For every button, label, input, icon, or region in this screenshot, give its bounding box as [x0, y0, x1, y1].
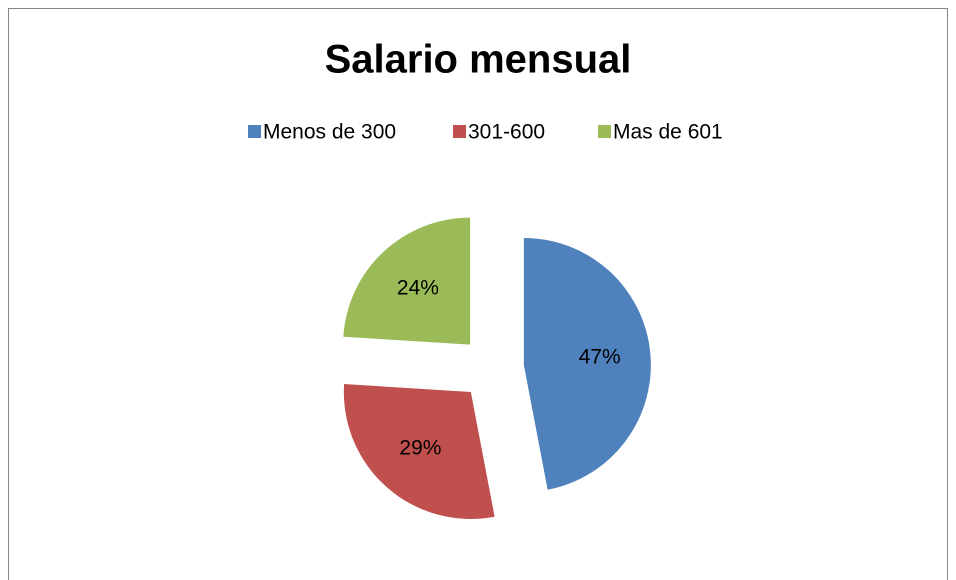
legend-label: Mas de 601 [613, 121, 723, 144]
legend-label: Menos de 300 [263, 121, 396, 144]
legend-swatch [248, 125, 261, 138]
legend-swatch [598, 125, 611, 138]
pie-slice [343, 217, 471, 345]
pie-slice [343, 384, 495, 520]
legend-label: 301-600 [468, 121, 545, 144]
data-label: 24% [397, 277, 439, 300]
data-label: 47% [579, 345, 621, 368]
chart-title: Salario mensual [325, 38, 632, 82]
data-label: 29% [399, 437, 441, 460]
legend-swatch [453, 125, 466, 138]
pie-slice [523, 237, 651, 490]
